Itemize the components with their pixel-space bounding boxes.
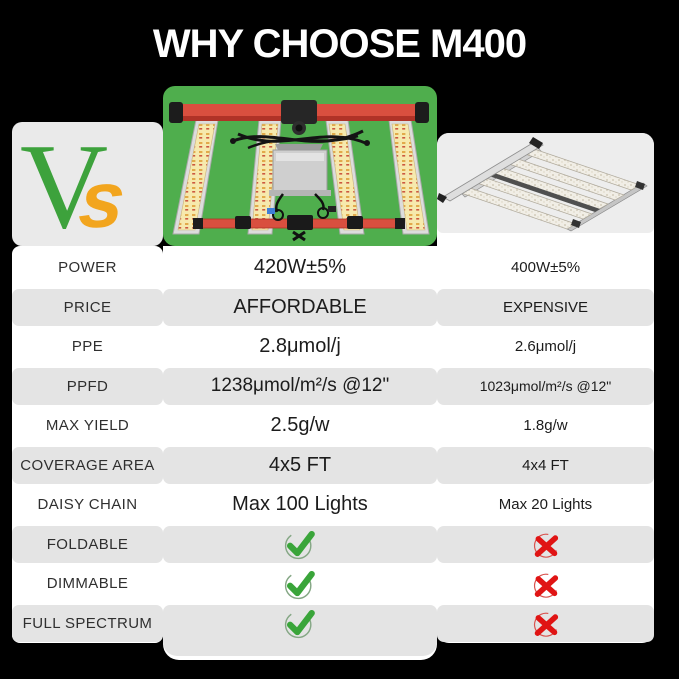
page-title: WHY CHOOSE M400 — [152, 22, 527, 66]
competitor-foldable-value — [437, 525, 654, 565]
competitor-product-panel — [437, 133, 654, 233]
competitor-grow-light-image — [437, 137, 648, 232]
vs-letter-s: s — [75, 155, 130, 244]
m400-grow-light-image — [169, 100, 430, 242]
row-daisy-chain-label: DAISY CHAIN — [37, 496, 138, 514]
row-coverage-area-label: COVERAGE AREA — [12, 446, 163, 486]
cables — [232, 129, 369, 150]
m400-max-yield-value: 2.5g/w — [270, 414, 330, 437]
row-full-spectrum-label: FULL SPECTRUM — [12, 604, 163, 644]
m400-values-column: 420W±5% AFFORDABLE 2.8μmol/j 1238μmol/m²… — [163, 246, 437, 660]
m400-foldable-value — [163, 525, 437, 565]
competitor-ppe-value: 2.6μmol/j — [514, 338, 577, 356]
m400-daisy-chain-value: Max 100 Lights — [232, 493, 368, 516]
competitor-daisy-chain-value: Max 20 Lights — [498, 496, 593, 514]
row-power-label: POWER — [58, 259, 117, 277]
row-dimmable-label: DIMMABLE — [46, 575, 129, 593]
row-ppfd-label: PPFD — [12, 367, 163, 407]
vs-badge: V s — [12, 122, 163, 246]
competitor-full-spectrum-value — [437, 604, 654, 644]
competitor-price-value: EXPENSIVE — [437, 288, 654, 328]
check-icon — [281, 526, 319, 562]
row-foldable-label: FOLDABLE — [12, 525, 163, 565]
check-icon — [281, 605, 319, 641]
row-ppe-label: PPE — [71, 338, 104, 356]
row-max-yield-label: MAX YIELD — [45, 417, 130, 435]
m400-ppfd-value: 1238μmol/m²/s @12" — [163, 367, 437, 407]
competitor-ppfd-value: 1023μmol/m²/s @12" — [437, 367, 654, 407]
competitor-max-yield-value: 1.8g/w — [523, 417, 568, 435]
m400-price-value: AFFORDABLE — [163, 288, 437, 328]
m400-power-value: 420W±5% — [253, 256, 347, 279]
competitor-coverage-area-value: 4x4 FT — [437, 446, 654, 486]
row-price-label: PRICE — [12, 288, 163, 328]
m400-dimmable-value — [163, 564, 437, 604]
cross-icon — [528, 567, 564, 601]
m400-ppe-value: 2.8μmol/j — [259, 335, 341, 358]
competitor-dimmable-value — [437, 564, 654, 604]
m400-coverage-area-value: 4x5 FT — [163, 446, 437, 486]
vs-letter-v: V — [20, 122, 109, 247]
competitor-power-value: 400W±5% — [510, 259, 581, 277]
cross-icon — [528, 527, 564, 561]
cross-icon — [528, 606, 564, 640]
m400-full-spectrum-value — [163, 604, 437, 656]
m400-product-panel — [163, 86, 437, 246]
spec-labels-column: POWER PRICE PPE PPFD MAX YIELD COVERAGE … — [12, 246, 163, 643]
competitor-values-column: 400W±5% EXPENSIVE 2.6μmol/j 1023μmol/m²/… — [437, 133, 654, 643]
check-icon — [281, 566, 319, 602]
